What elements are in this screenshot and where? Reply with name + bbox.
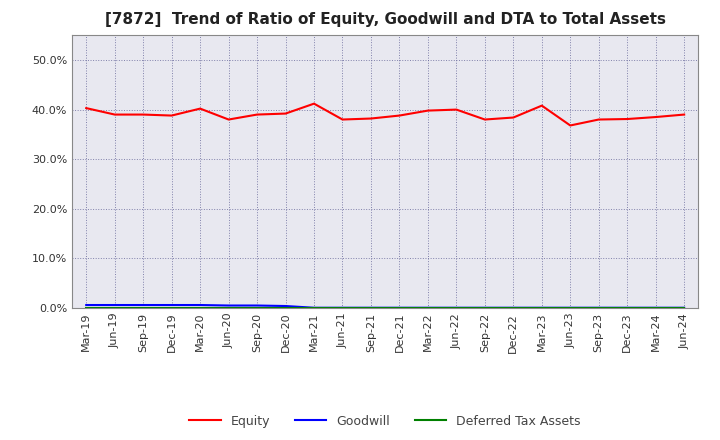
Deferred Tax Assets [338, 305, 347, 311]
Line: Equity: Equity [86, 104, 684, 125]
Deferred Tax Assets [366, 305, 375, 311]
Equity [82, 106, 91, 111]
Goodwill [566, 305, 575, 310]
Deferred Tax Assets [167, 305, 176, 311]
Deferred Tax Assets [139, 305, 148, 311]
Deferred Tax Assets [537, 305, 546, 311]
Deferred Tax Assets [282, 305, 290, 311]
Goodwill [82, 302, 91, 308]
Equity [566, 123, 575, 128]
Deferred Tax Assets [110, 305, 119, 311]
Goodwill [595, 305, 603, 310]
Deferred Tax Assets [225, 305, 233, 311]
Deferred Tax Assets [509, 305, 518, 311]
Deferred Tax Assets [310, 305, 318, 311]
Goodwill [623, 305, 631, 310]
Equity [196, 106, 204, 111]
Goodwill [253, 303, 261, 308]
Goodwill [423, 305, 432, 310]
Title: [7872]  Trend of Ratio of Equity, Goodwill and DTA to Total Assets: [7872] Trend of Ratio of Equity, Goodwil… [104, 12, 666, 27]
Deferred Tax Assets [82, 305, 91, 311]
Goodwill [366, 305, 375, 310]
Equity [225, 117, 233, 122]
Goodwill [480, 305, 489, 310]
Goodwill [509, 305, 518, 310]
Goodwill [110, 302, 119, 308]
Goodwill [652, 305, 660, 310]
Equity [480, 117, 489, 122]
Equity [452, 107, 461, 112]
Equity [423, 108, 432, 113]
Goodwill [225, 303, 233, 308]
Equity [366, 116, 375, 121]
Deferred Tax Assets [196, 305, 204, 311]
Deferred Tax Assets [652, 305, 660, 311]
Goodwill [196, 302, 204, 308]
Legend: Equity, Goodwill, Deferred Tax Assets: Equity, Goodwill, Deferred Tax Assets [184, 410, 586, 433]
Equity [395, 113, 404, 118]
Equity [110, 112, 119, 117]
Equity [167, 113, 176, 118]
Equity [310, 101, 318, 106]
Deferred Tax Assets [480, 305, 489, 311]
Deferred Tax Assets [253, 305, 261, 311]
Equity [652, 114, 660, 120]
Deferred Tax Assets [680, 305, 688, 311]
Equity [680, 112, 688, 117]
Goodwill [282, 303, 290, 308]
Equity [623, 117, 631, 122]
Equity [282, 111, 290, 116]
Goodwill [395, 305, 404, 310]
Equity [139, 112, 148, 117]
Deferred Tax Assets [395, 305, 404, 311]
Goodwill [310, 305, 318, 310]
Goodwill [338, 305, 347, 310]
Goodwill [537, 305, 546, 310]
Goodwill [680, 305, 688, 310]
Line: Goodwill: Goodwill [86, 305, 684, 308]
Deferred Tax Assets [595, 305, 603, 311]
Equity [537, 103, 546, 108]
Equity [253, 112, 261, 117]
Deferred Tax Assets [452, 305, 461, 311]
Equity [338, 117, 347, 122]
Deferred Tax Assets [566, 305, 575, 311]
Equity [595, 117, 603, 122]
Deferred Tax Assets [423, 305, 432, 311]
Goodwill [167, 302, 176, 308]
Deferred Tax Assets [623, 305, 631, 311]
Goodwill [452, 305, 461, 310]
Equity [509, 115, 518, 120]
Goodwill [139, 302, 148, 308]
